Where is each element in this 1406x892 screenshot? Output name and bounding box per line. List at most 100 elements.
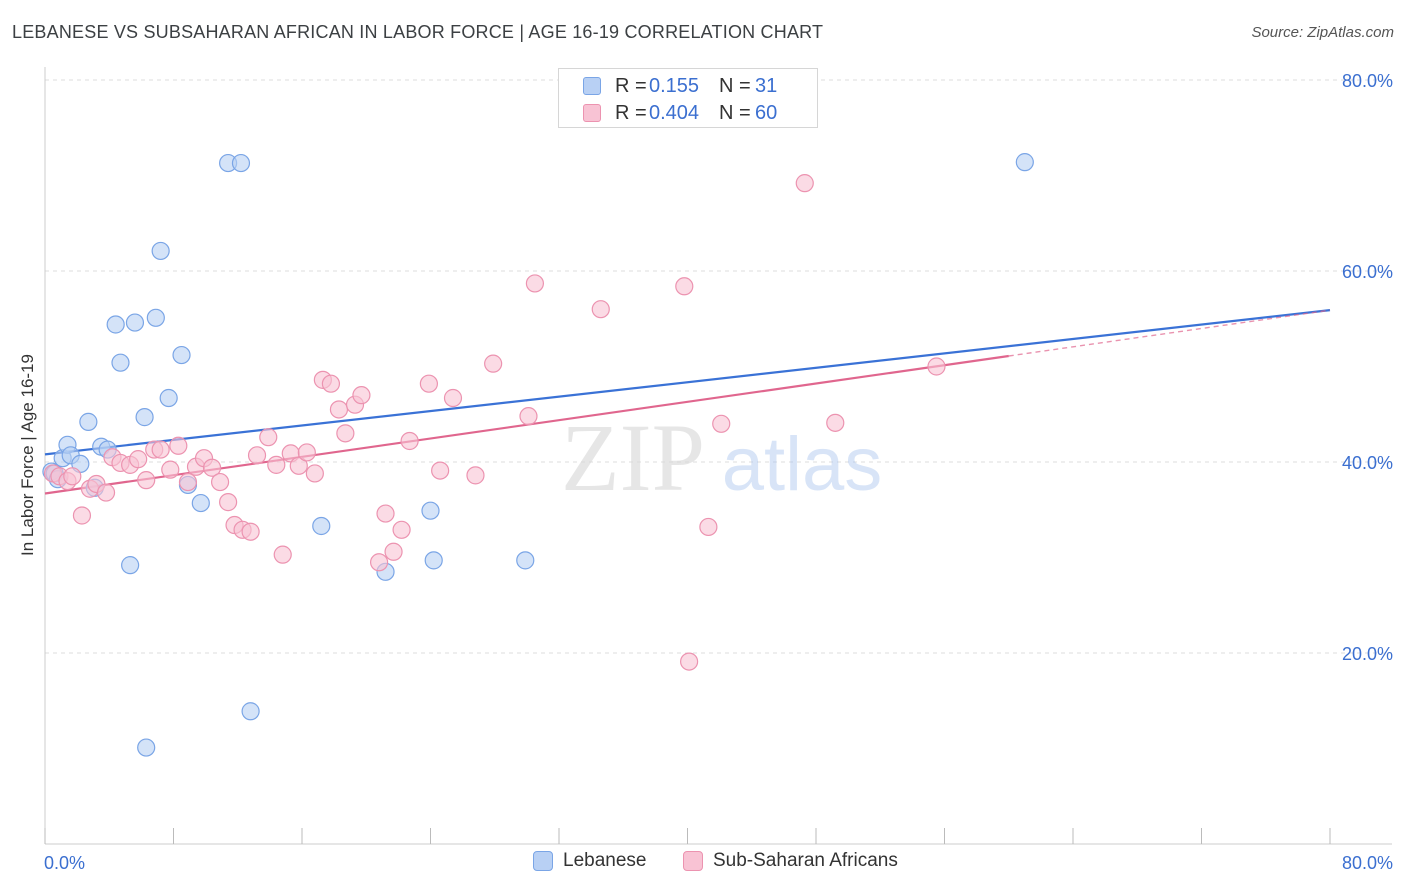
subsaharan-point: [443, 388, 463, 408]
subsaharan-point: [329, 400, 349, 419]
subsaharan-point: [210, 472, 230, 492]
n-label: N =: [719, 101, 751, 124]
axes: [44, 67, 1392, 845]
data-points: [42, 153, 1034, 757]
lebanese-legend-swatch-icon: [533, 851, 553, 871]
subsaharan-point: [305, 464, 324, 483]
subsaharan-point: [376, 504, 395, 523]
series-legend: Lebanese Sub-Saharan Africans: [0, 850, 1406, 878]
chart-title: LEBANESE VS SUBSAHARAN AFRICAN IN LABOR …: [12, 22, 824, 42]
subsaharan-swatch-icon: [583, 104, 601, 122]
legend-row-subsaharan: R = 0.404 N = 60: [583, 101, 777, 125]
lebanese-point: [135, 408, 154, 427]
subsaharan-point: [72, 506, 92, 525]
subsaharan-point: [151, 440, 170, 459]
lebanese-point: [312, 516, 331, 536]
lebanese-point: [106, 315, 125, 334]
subsaharan-point: [675, 277, 694, 296]
n-label: N =: [719, 74, 751, 97]
subsaharan-n-value: 60: [755, 101, 778, 124]
subsaharan-point: [680, 652, 699, 671]
subsaharan-point: [169, 436, 188, 455]
legend-item-subsaharan: Sub-Saharan Africans: [683, 850, 898, 872]
y-tick-label: 20.0%: [1342, 644, 1393, 664]
legend-item-lebanese: Lebanese: [533, 850, 646, 872]
subsaharan-point: [202, 458, 222, 477]
lebanese-point: [125, 313, 145, 332]
subsaharan-point: [321, 374, 341, 393]
lebanese-point: [231, 153, 251, 173]
lebanese-point: [79, 412, 98, 431]
lebanese-r-value: 0.155: [649, 74, 700, 97]
watermark-atlas: atlas: [722, 422, 883, 507]
subsaharan-trend-extension: [1008, 309, 1331, 357]
lebanese-point: [121, 556, 140, 575]
subsaharan-point: [273, 545, 292, 564]
lebanese-trend-line: [44, 309, 1331, 456]
subsaharan-point: [525, 274, 545, 293]
source-credit: Source: ZipAtlas.com: [1251, 24, 1394, 41]
legend-label-subsaharan: Sub-Saharan Africans: [713, 850, 898, 871]
subsaharan-point: [297, 443, 316, 462]
subsaharan-point: [336, 424, 355, 443]
subsaharan-point: [392, 520, 411, 539]
tick-labels: 20.0% 40.0% 60.0% 80.0% 0.0% 80.0%: [44, 71, 1393, 873]
subsaharan-point: [712, 414, 731, 433]
x-tick-label-max: 80.0%: [1342, 853, 1393, 873]
lebanese-point: [421, 501, 440, 520]
subsaharan-point: [826, 413, 845, 432]
subsaharan-point: [178, 472, 198, 492]
legend-label-lebanese: Lebanese: [563, 850, 647, 871]
subsaharan-point: [384, 542, 403, 561]
subsaharan-point: [431, 461, 450, 480]
lebanese-point: [241, 702, 260, 721]
stats-legend: R = 0.155 N = 31 R = 0.404 N = 60: [558, 68, 818, 128]
lebanese-point: [1015, 153, 1034, 172]
subsaharan-point: [96, 483, 116, 502]
subsaharan-point: [699, 517, 718, 537]
subsaharan-point: [63, 467, 82, 486]
subsaharan-point: [161, 460, 180, 479]
lebanese-point: [146, 308, 165, 327]
subsaharan-point: [129, 450, 148, 469]
subsaharan-point: [289, 456, 308, 475]
lebanese-point: [159, 388, 178, 408]
subsaharan-legend-swatch-icon: [683, 851, 703, 871]
subsaharan-r-value: 0.404: [649, 101, 700, 124]
watermark-zip: ZIP: [561, 404, 705, 511]
subsaharan-point: [591, 300, 610, 319]
y-tick-label: 60.0%: [1342, 262, 1393, 282]
subsaharan-point: [267, 455, 286, 474]
lebanese-point: [172, 345, 191, 365]
subsaharan-point: [137, 471, 156, 490]
lebanese-point: [111, 353, 130, 372]
y-axis-label: In Labor Force | Age 16-19: [18, 354, 37, 556]
subsaharan-point: [419, 374, 438, 393]
subsaharan-point: [484, 354, 503, 373]
y-tick-label: 80.0%: [1342, 71, 1393, 91]
lebanese-swatch-icon: [583, 77, 601, 95]
subsaharan-point: [370, 553, 389, 572]
subsaharan-point: [519, 407, 538, 426]
subsaharan-point: [466, 466, 485, 485]
subsaharan-point: [927, 357, 946, 376]
subsaharan-point: [247, 446, 267, 465]
x-tick-label-min: 0.0%: [44, 853, 85, 873]
lebanese-n-value: 31: [755, 74, 778, 97]
subsaharan-point: [400, 431, 419, 451]
lebanese-point: [191, 493, 210, 513]
legend-row-lebanese: R = 0.155 N = 31: [583, 74, 777, 98]
subsaharan-point: [259, 428, 278, 447]
lebanese-point: [137, 738, 156, 757]
r-label: R =: [615, 74, 647, 97]
subsaharan-point: [219, 493, 238, 512]
y-tick-label: 40.0%: [1342, 453, 1393, 473]
subsaharan-point: [241, 522, 260, 541]
lebanese-point: [516, 551, 535, 570]
lebanese-point: [424, 551, 443, 570]
subsaharan-point: [795, 174, 814, 193]
lebanese-point: [151, 241, 170, 261]
r-label: R =: [615, 101, 647, 124]
subsaharan-point: [352, 386, 371, 405]
